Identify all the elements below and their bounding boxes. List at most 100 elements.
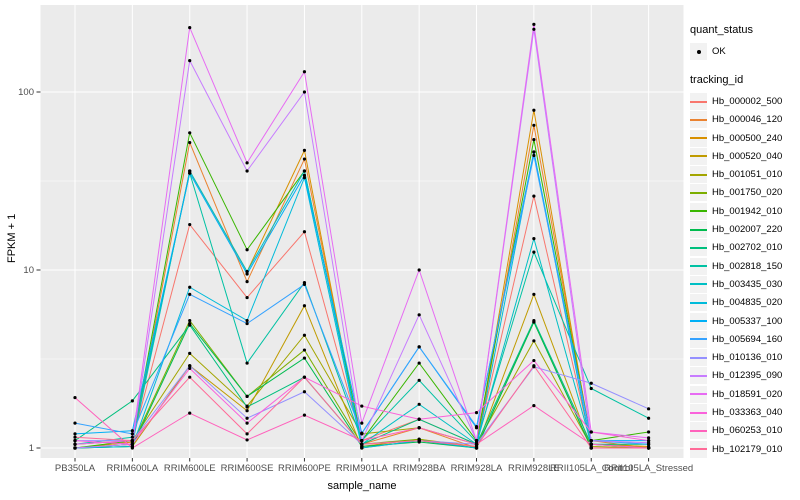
legend-item: Hb_000046_120 [690,111,798,129]
data-point [245,248,249,252]
data-point [302,282,307,287]
data-point [360,404,364,408]
data-point [532,358,536,363]
data-point [188,366,192,371]
data-point [302,157,307,161]
x-tick-label: PB350LA [55,463,96,474]
data-point [188,131,192,135]
data-point [245,409,249,413]
data-point [302,390,307,394]
data-point [474,439,479,443]
data-point [647,439,651,443]
data-point [245,272,249,276]
data-point [647,436,651,440]
legend-key [690,111,707,129]
data-point [245,432,249,436]
legend-item-label: Hb_018591_020 [712,388,783,400]
legend-key [690,166,707,184]
data-point [589,386,593,391]
legend-item-label: Hb_003435_030 [712,278,783,290]
data-point [245,405,249,409]
data-point [130,446,134,450]
data-point [188,411,192,415]
legend-key [690,404,707,422]
legend-key [690,257,707,275]
legend-key-line [690,320,707,323]
data-point [188,364,192,368]
legend-item: Hb_003435_030 [690,275,798,293]
data-point [532,339,536,343]
legend-key-line [690,338,707,341]
x-tick-label: RRIM600LA [106,463,158,474]
legend-item-label: Hb_000520_040 [712,150,783,162]
legend-key [690,129,707,147]
y-tick-label: 10 [23,265,34,276]
data-point [532,364,536,368]
data-point [360,431,364,435]
data-point [188,222,192,227]
data-point [245,321,249,326]
legend-title-quant-status: quant_status [690,24,753,36]
data-point [532,250,536,254]
legend-key-line [690,155,707,158]
legend-item: Hb_001942_010 [690,202,798,220]
data-point [188,171,192,175]
data-point [245,421,249,425]
data-point [417,345,421,349]
legend-item-label: Hb_000046_120 [712,114,783,126]
data-point [647,416,651,420]
legend-item-label: Hb_005337_100 [712,315,783,327]
data-point [188,323,192,327]
x-tick-label: RRIM901LA [336,463,388,474]
data-point [532,150,536,154]
data-point [474,411,479,415]
data-point [589,446,593,450]
data-point [589,439,593,443]
legend-key [690,147,707,165]
data-point [302,348,307,352]
legend-item-label: Hb_001051_010 [712,169,783,181]
data-point [245,169,249,173]
data-point [188,59,192,63]
data-point [245,438,249,442]
data-point [532,318,536,323]
data-point [417,426,421,430]
legend-item: Hb_002702_010 [690,239,798,257]
legend-key-line [690,137,707,140]
legend-key-line [690,356,707,359]
legend-item-label: Hb_000002_500 [712,96,783,107]
data-point [245,416,249,420]
data-point [532,27,536,31]
x-tick-label: RRIM928LA [451,463,503,474]
data-point [130,399,134,403]
data-point [73,421,77,425]
legend-key-line [690,448,707,451]
data-point [73,432,77,436]
data-point [188,26,192,30]
legend-item-ok: OK [690,43,798,60]
data-point [647,407,651,411]
legend-key-line [690,191,707,194]
data-point [302,304,307,308]
data-point [532,138,536,142]
legend-key [690,367,707,385]
legend-item: Hb_004835_020 [690,294,798,312]
data-point [73,435,77,439]
legend-key-line [690,246,707,249]
legend-key-line [690,374,707,377]
data-point [474,424,479,429]
data-point [589,430,593,434]
legend-item-label: Hb_005694_160 [712,333,783,345]
data-point [417,378,421,382]
data-point [73,439,77,443]
legend-item: Hb_033363_040 [690,404,798,422]
legend-key-line [690,393,707,396]
legend-item-label: Hb_002818_150 [712,260,783,272]
data-point [73,442,77,446]
data-point [302,230,307,234]
data-point [245,361,249,365]
data-point [647,446,651,450]
data-point [302,148,307,152]
data-point [188,375,192,379]
